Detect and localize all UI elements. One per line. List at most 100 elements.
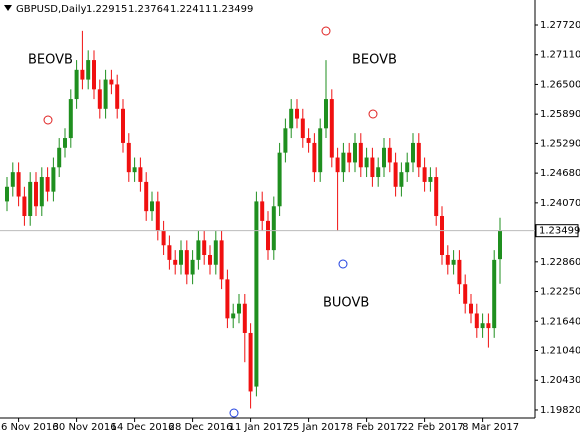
candle-body (376, 167, 381, 178)
candle-body (289, 108, 294, 129)
y-tick-label: 1.22250 (540, 287, 580, 298)
candle-body (51, 167, 56, 192)
y-tick-label: 1.25290 (540, 138, 580, 149)
candle-body (422, 167, 427, 182)
x-tick-label: 16 Nov 2016 (0, 422, 59, 433)
y-tick-label: 1.20430 (540, 375, 580, 386)
candle-body (5, 186, 9, 202)
x-tick-label: 22 Feb 2017 (401, 422, 463, 433)
candle-body (179, 250, 183, 265)
candle-body (306, 138, 311, 143)
candle-body (474, 313, 479, 329)
x-tick-label: 28 Dec 2016 (169, 422, 233, 433)
ohlc-low: 1.22411 (170, 4, 211, 15)
candle-body (150, 201, 154, 212)
candle-body (463, 284, 468, 304)
x-tick-label: 8 Feb 2017 (347, 422, 403, 433)
x-tick-label: 25 Jan 2017 (287, 422, 347, 433)
candle-body (39, 177, 44, 207)
candle-body (184, 250, 189, 275)
candle-body (428, 177, 433, 182)
candle-body (260, 201, 265, 221)
candle-body (144, 181, 149, 212)
candle-body (300, 118, 305, 139)
candle-body (457, 259, 462, 285)
y-tick-label: 1.25890 (540, 109, 580, 120)
menu-triangle[interactable] (4, 5, 12, 11)
candle-body (387, 147, 392, 163)
candle-body (167, 245, 172, 260)
candle-body (132, 167, 137, 173)
candle-body (173, 259, 178, 265)
candle-body (115, 84, 120, 109)
candle-body (358, 142, 363, 168)
y-tick-label: 1.22860 (540, 257, 580, 268)
candle-body (364, 157, 369, 168)
annotation: BEOVB (352, 53, 397, 68)
candle-body (74, 69, 79, 100)
x-tick-label: 11 Jan 2017 (229, 422, 289, 433)
candle-body (353, 142, 357, 163)
y-tick-label: 1.27110 (540, 50, 580, 61)
candle-body (271, 206, 276, 251)
candle-body (329, 99, 334, 158)
candle-body (126, 142, 131, 173)
candle-body (318, 128, 323, 173)
ohlc-close: 1.23499 (212, 4, 253, 15)
y-tick-label: 1.27720 (540, 20, 580, 31)
ohlc-high: 1.23764 (128, 4, 169, 15)
candle-body (138, 167, 143, 182)
candle-body (440, 216, 444, 256)
candle-body (92, 60, 96, 90)
annotation: BUOVB (323, 296, 369, 311)
candle-body (190, 259, 195, 275)
candle-body (393, 162, 398, 187)
candle-body (28, 181, 33, 217)
candle-body (213, 240, 218, 265)
candle-body (283, 128, 288, 153)
candle-body (80, 69, 85, 80)
candle-body (225, 279, 230, 319)
candle-body (486, 323, 491, 329)
candle-body (86, 60, 91, 80)
candle-body (248, 332, 253, 392)
x-tick-label: 30 Nov 2016 (53, 422, 117, 433)
candle-body (266, 220, 270, 251)
current-price-box (535, 224, 579, 238)
signal-icons (43, 26, 378, 418)
candle-body (97, 89, 102, 109)
y-tick-label: 1.21640 (540, 316, 580, 327)
candle-body (231, 313, 236, 319)
symbol: GBPUSD,Daily (16, 4, 87, 15)
annotation: BEOVB (28, 53, 73, 68)
candle-body (202, 240, 207, 256)
candle-body (121, 108, 125, 143)
candle-body (16, 172, 21, 197)
candle-body (34, 181, 38, 207)
candle-body (155, 201, 160, 231)
y-tick-label: 1.24680 (540, 168, 580, 179)
y-tick-label: 1.26500 (540, 79, 580, 90)
candle-body (416, 142, 421, 168)
candle-body (63, 138, 67, 148)
candle-body (208, 255, 212, 265)
candle-body (370, 157, 375, 178)
y-tick-label: 1.24070 (540, 198, 580, 209)
candle-body (411, 142, 415, 163)
candle-body (295, 108, 299, 119)
candle-body (254, 201, 259, 387)
candle-body (341, 152, 346, 173)
ohlc-open: 1.22915 (86, 4, 127, 15)
candle-body (399, 172, 404, 187)
candle-body (103, 79, 108, 109)
candle-body (469, 303, 473, 314)
candle-body (335, 157, 340, 173)
candle-body (445, 255, 450, 265)
candle-body (57, 147, 62, 168)
candle-body (451, 259, 456, 265)
candle-body (382, 147, 386, 168)
candle-body (405, 162, 410, 173)
candle-body (242, 303, 247, 333)
candle-body (492, 259, 497, 329)
